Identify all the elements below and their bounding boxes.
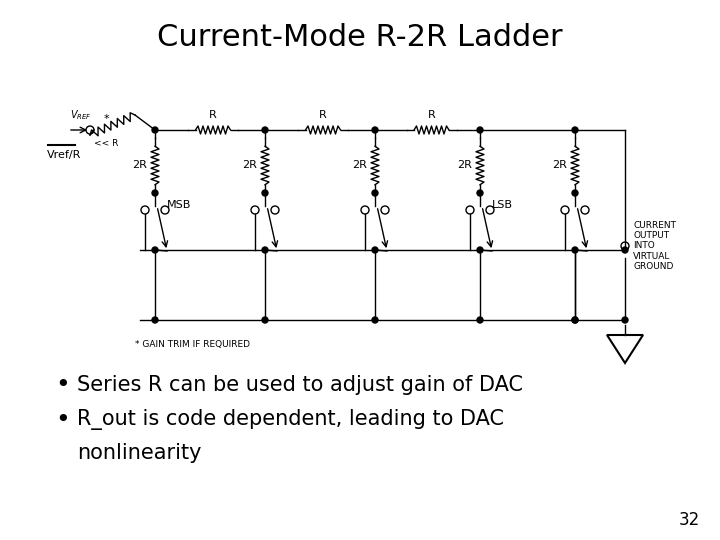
Circle shape xyxy=(572,190,578,196)
Circle shape xyxy=(152,127,158,133)
Circle shape xyxy=(152,317,158,323)
Circle shape xyxy=(572,127,578,133)
Text: Vref/R: Vref/R xyxy=(47,150,81,160)
Circle shape xyxy=(372,127,378,133)
Text: 32: 32 xyxy=(679,511,700,529)
Text: *: * xyxy=(104,114,109,124)
Circle shape xyxy=(262,317,268,323)
Text: •: • xyxy=(55,373,70,397)
Text: MSB: MSB xyxy=(167,200,192,210)
Text: Current-Mode R-2R Ladder: Current-Mode R-2R Ladder xyxy=(157,24,563,52)
Circle shape xyxy=(152,247,158,253)
Circle shape xyxy=(477,317,483,323)
Circle shape xyxy=(572,317,578,323)
Text: 2R: 2R xyxy=(242,160,257,171)
Circle shape xyxy=(372,317,378,323)
Circle shape xyxy=(477,190,483,196)
Text: << R: << R xyxy=(94,139,118,148)
Circle shape xyxy=(372,190,378,196)
Circle shape xyxy=(152,190,158,196)
Text: $V_{REF}$: $V_{REF}$ xyxy=(70,108,91,122)
Text: LSB: LSB xyxy=(492,200,513,210)
Circle shape xyxy=(262,247,268,253)
Circle shape xyxy=(622,317,628,323)
Circle shape xyxy=(622,247,628,253)
Text: 2R: 2R xyxy=(552,160,567,171)
Text: 2R: 2R xyxy=(457,160,472,171)
Text: 2R: 2R xyxy=(352,160,367,171)
Circle shape xyxy=(262,190,268,196)
Circle shape xyxy=(572,317,578,323)
Text: CURRENT
OUTPUT
INTO
VIRTUAL
GROUND: CURRENT OUTPUT INTO VIRTUAL GROUND xyxy=(633,221,676,271)
Text: R: R xyxy=(319,110,327,120)
Circle shape xyxy=(572,247,578,253)
Text: R: R xyxy=(428,110,436,120)
Circle shape xyxy=(262,127,268,133)
Text: •: • xyxy=(55,408,70,432)
Circle shape xyxy=(477,127,483,133)
Text: * GAIN TRIM IF REQUIRED: * GAIN TRIM IF REQUIRED xyxy=(135,341,250,349)
Text: 2R: 2R xyxy=(132,160,147,171)
Text: Series R can be used to adjust gain of DAC: Series R can be used to adjust gain of D… xyxy=(77,375,523,395)
Circle shape xyxy=(477,247,483,253)
Text: R_out is code dependent, leading to DAC: R_out is code dependent, leading to DAC xyxy=(77,409,504,430)
Text: R: R xyxy=(209,110,217,120)
Text: nonlinearity: nonlinearity xyxy=(77,443,202,463)
Circle shape xyxy=(372,247,378,253)
